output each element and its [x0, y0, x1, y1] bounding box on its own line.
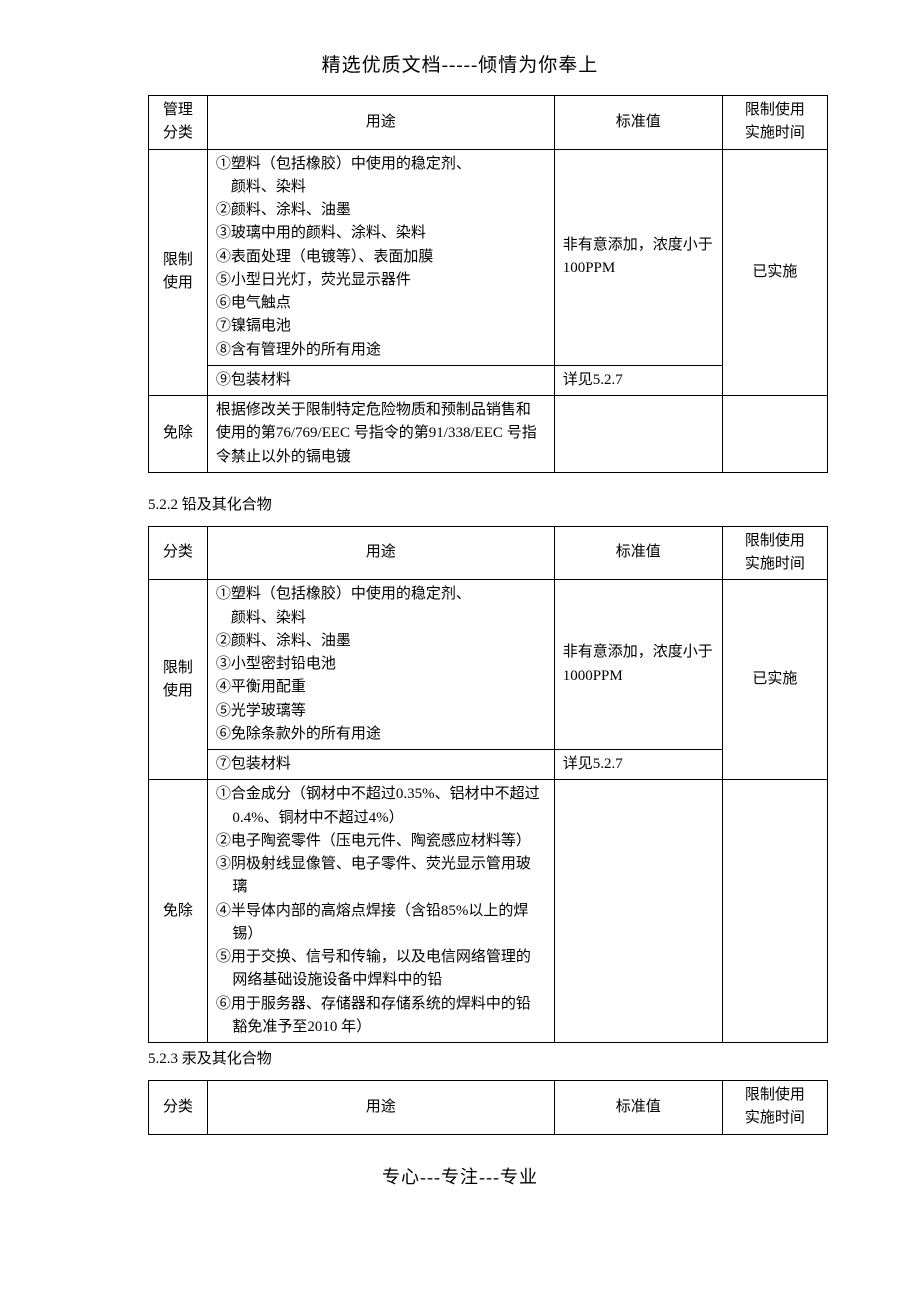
cell-time [722, 780, 827, 1043]
cell-use: ⑦包装材料 [207, 750, 554, 780]
section-title-522: 5.2.2 铅及其化合物 [148, 493, 844, 514]
table-row: 免除 ①合金成分（钢材中不超过0.35%、铝材中不超过0.4%、铜材中不超过4%… [149, 780, 828, 1043]
cell-category: 限制使用 [149, 149, 208, 396]
cell-category: 免除 [149, 396, 208, 473]
col-standard: 标准值 [554, 96, 722, 150]
table-row: 限制使用 ①塑料（包括橡胶）中使用的稳定剂、 颜料、染料②颜料、涂料、油墨③小型… [149, 580, 828, 750]
cell-time: 已实施 [722, 149, 827, 396]
table-header-row: 管理分类 用途 标准值 限制使用实施时间 [149, 96, 828, 150]
table-header-row: 分类 用途 标准值 限制使用实施时间 [149, 1081, 828, 1135]
col-standard: 标准值 [554, 526, 722, 580]
cell-use: ⑨包装材料 [207, 365, 554, 395]
cell-category: 免除 [149, 780, 208, 1043]
col-category: 分类 [149, 526, 208, 580]
col-time: 限制使用实施时间 [722, 96, 827, 150]
col-use: 用途 [207, 526, 554, 580]
table-523: 分类 用途 标准值 限制使用实施时间 [148, 1080, 828, 1135]
cell-time [722, 396, 827, 473]
section-title-523: 5.2.3 汞及其化合物 [148, 1047, 844, 1068]
cell-category: 限制使用 [149, 580, 208, 780]
cell-use: 根据修改关于限制特定危险物质和预制品销售和使用的第76/769/EEC 号指令的… [207, 396, 554, 473]
cell-use: ①合金成分（钢材中不超过0.35%、铝材中不超过0.4%、铜材中不超过4%）②电… [207, 780, 554, 1043]
col-category: 分类 [149, 1081, 208, 1135]
cell-standard: 非有意添加，浓度小于100PPM [554, 149, 722, 365]
cell-standard: 详见5.2.7 [554, 365, 722, 395]
col-time: 限制使用实施时间 [722, 526, 827, 580]
cell-time: 已实施 [722, 580, 827, 780]
table-header-row: 分类 用途 标准值 限制使用实施时间 [149, 526, 828, 580]
col-category: 管理分类 [149, 96, 208, 150]
cell-standard [554, 396, 722, 473]
table-521: 管理分类 用途 标准值 限制使用实施时间 限制使用 ①塑料（包括橡胶）中使用的稳… [148, 95, 828, 473]
cell-standard [554, 780, 722, 1043]
table-522: 分类 用途 标准值 限制使用实施时间 限制使用 ①塑料（包括橡胶）中使用的稳定剂… [148, 526, 828, 1043]
col-use: 用途 [207, 96, 554, 150]
page-footer: 专心---专注---专业 [76, 1163, 844, 1189]
col-time: 限制使用实施时间 [722, 1081, 827, 1135]
table-row: 免除 根据修改关于限制特定危险物质和预制品销售和使用的第76/769/EEC 号… [149, 396, 828, 473]
page-header: 精选优质文档-----倾情为你奉上 [76, 50, 844, 77]
table-row: 限制使用 ①塑料（包括橡胶）中使用的稳定剂、 颜料、染料②颜料、涂料、油墨③玻璃… [149, 149, 828, 365]
cell-standard: 非有意添加，浓度小于1000PPM [554, 580, 722, 750]
cell-use: ①塑料（包括橡胶）中使用的稳定剂、 颜料、染料②颜料、涂料、油墨③小型密封铅电池… [207, 580, 554, 750]
col-use: 用途 [207, 1081, 554, 1135]
cell-use: ①塑料（包括橡胶）中使用的稳定剂、 颜料、染料②颜料、涂料、油墨③玻璃中用的颜料… [207, 149, 554, 365]
col-standard: 标准值 [554, 1081, 722, 1135]
cell-standard: 详见5.2.7 [554, 750, 722, 780]
